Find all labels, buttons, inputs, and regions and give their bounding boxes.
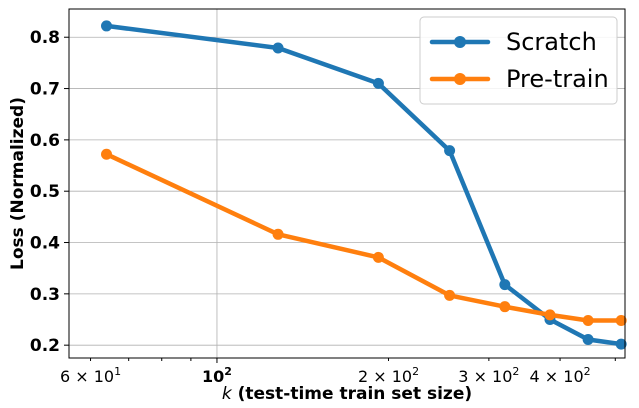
data-point — [615, 315, 627, 327]
legend: Scratch Pre-train — [419, 16, 618, 105]
legend-swatch-marker — [454, 73, 466, 85]
y-tick-label: 0.4 — [30, 234, 60, 254]
series-line — [104, 23, 624, 347]
data-point — [499, 279, 511, 291]
legend-swatch-marker — [454, 36, 466, 48]
y-axis-ticks: 0.2 0.3 0.4 0.5 0.6 0.7 0.8 — [30, 28, 69, 356]
legend-item: Pre-train — [429, 65, 609, 93]
data-point — [582, 315, 594, 327]
data-point — [101, 20, 113, 32]
x-axis-label-description: (test-time train set size) — [238, 384, 473, 404]
legend-item: Scratch — [429, 28, 597, 56]
data-point — [272, 228, 284, 240]
y-tick-label: 0.7 — [30, 80, 60, 100]
data-point — [272, 42, 284, 54]
plot-series — [101, 20, 627, 350]
x-tick-label: 102 — [202, 365, 232, 386]
data-point — [101, 148, 113, 160]
x-tick-label: 2 × 102 — [358, 365, 419, 386]
y-tick-label: 0.6 — [30, 131, 60, 151]
data-point — [615, 338, 627, 350]
legend-label: Pre-train — [506, 65, 609, 93]
y-tick-label: 0.3 — [30, 285, 60, 305]
x-axis-label-variable: k — [222, 384, 233, 404]
data-point — [444, 289, 456, 301]
series-line — [104, 151, 624, 323]
series-pre-train — [101, 148, 627, 327]
data-point — [444, 145, 456, 157]
y-axis-label: Loss (Normalized) — [8, 97, 28, 270]
x-tick-label: 3 × 102 — [458, 365, 519, 386]
y-tick-label: 0.2 — [30, 336, 60, 356]
data-point — [582, 334, 594, 346]
plot-frame — [68, 8, 626, 359]
data-point — [544, 309, 556, 321]
grid-lines — [69, 9, 625, 358]
y-tick-label: 0.8 — [30, 28, 60, 48]
data-point — [372, 251, 384, 263]
x-axis-label: k (test-time train set size) — [222, 384, 472, 404]
data-point — [372, 77, 384, 89]
y-tick-label: 0.5 — [30, 182, 60, 202]
data-point — [499, 301, 511, 313]
x-tick-label: 6 × 101 — [60, 365, 121, 386]
x-axis-ticks: 6 × 101 102 2 × 102 3 × 102 4 × 102 — [60, 358, 616, 386]
legend-box — [419, 16, 618, 105]
legend-label: Scratch — [506, 28, 597, 56]
x-tick-label: 4 × 102 — [530, 365, 591, 386]
